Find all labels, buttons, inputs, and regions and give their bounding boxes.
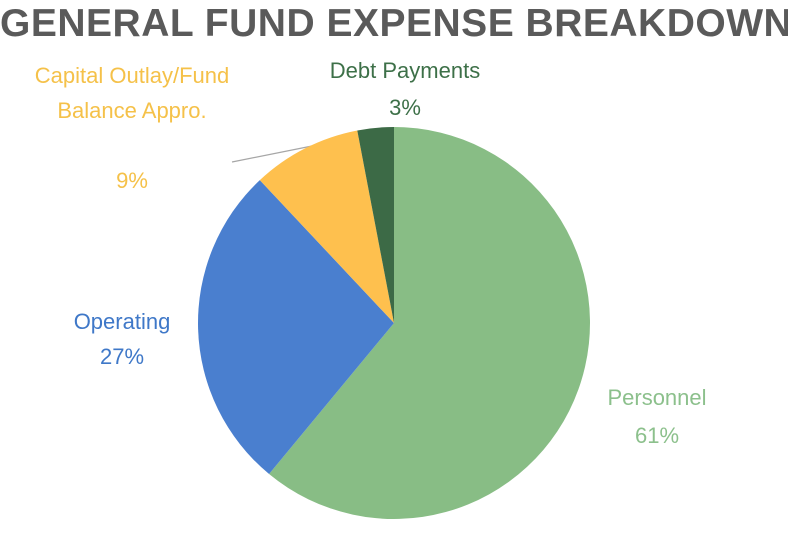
value-label: 9% — [116, 168, 148, 193]
chart-title: GENERAL FUND EXPENSE BREAKDOWN — [0, 2, 788, 45]
pie-slice — [259, 130, 394, 323]
value-label: 61% — [634, 423, 680, 448]
value-label: 3% — [389, 95, 421, 120]
pie-slice — [269, 127, 591, 520]
category-label: Debt Payments — [329, 58, 481, 83]
leader-line — [231, 145, 313, 163]
category-label: Operating — [73, 309, 171, 334]
category-label: Personnel — [607, 385, 707, 410]
category-label: Capital Outlay/Fund Balance Appro. — [34, 63, 230, 123]
pie-slice — [357, 127, 394, 323]
pie-slice — [198, 180, 394, 475]
value-label: 27% — [99, 344, 145, 369]
